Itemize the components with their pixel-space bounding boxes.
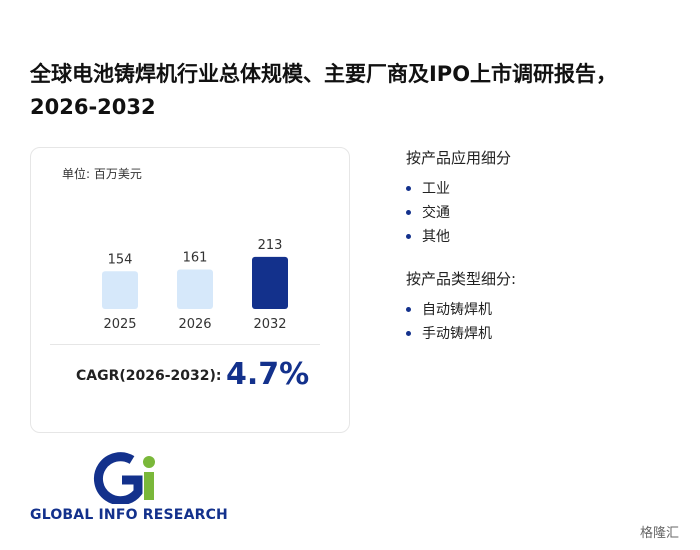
bullet	[406, 234, 411, 239]
logo-text: GLOBAL INFO RESEARCH	[30, 507, 228, 523]
value-label: 213	[258, 238, 283, 253]
list-item: 手动铸焊机	[422, 326, 492, 342]
corner-badge: 格隆汇	[640, 526, 680, 541]
list-item: 其他	[422, 229, 450, 245]
list-item: 工业	[422, 181, 450, 197]
section-title: 按产品类型细分:	[406, 270, 517, 288]
cagr-value: 4.7%	[226, 357, 310, 392]
bar	[102, 271, 138, 309]
bullet	[406, 186, 411, 191]
mini-bar-chart: 154 2025 161 2026 213 2032	[102, 238, 288, 332]
category-label: 2032	[253, 317, 286, 332]
bullet	[406, 307, 411, 312]
list-item: 交通	[422, 205, 450, 221]
summary-card	[30, 147, 350, 433]
cagr-label: CAGR(2026-2032):	[76, 368, 222, 384]
category-label: 2025	[103, 317, 136, 332]
unit-label: 单位: 百万美元	[62, 167, 142, 181]
bar	[252, 256, 288, 309]
value-label: 154	[108, 252, 133, 267]
list-item: 自动铸焊机	[422, 302, 492, 318]
bullet	[406, 210, 411, 215]
divider	[50, 344, 320, 345]
report-title: 全球电池铸焊机行业总体规模、主要厂商及IPO上市调研报告，2026-2032	[30, 62, 618, 119]
value-label: 161	[183, 251, 208, 266]
category-label: 2026	[178, 317, 211, 332]
logo-mark	[93, 452, 155, 504]
section-title: 按产品应用细分	[406, 149, 512, 167]
bullet	[406, 331, 411, 336]
bar	[177, 269, 213, 309]
